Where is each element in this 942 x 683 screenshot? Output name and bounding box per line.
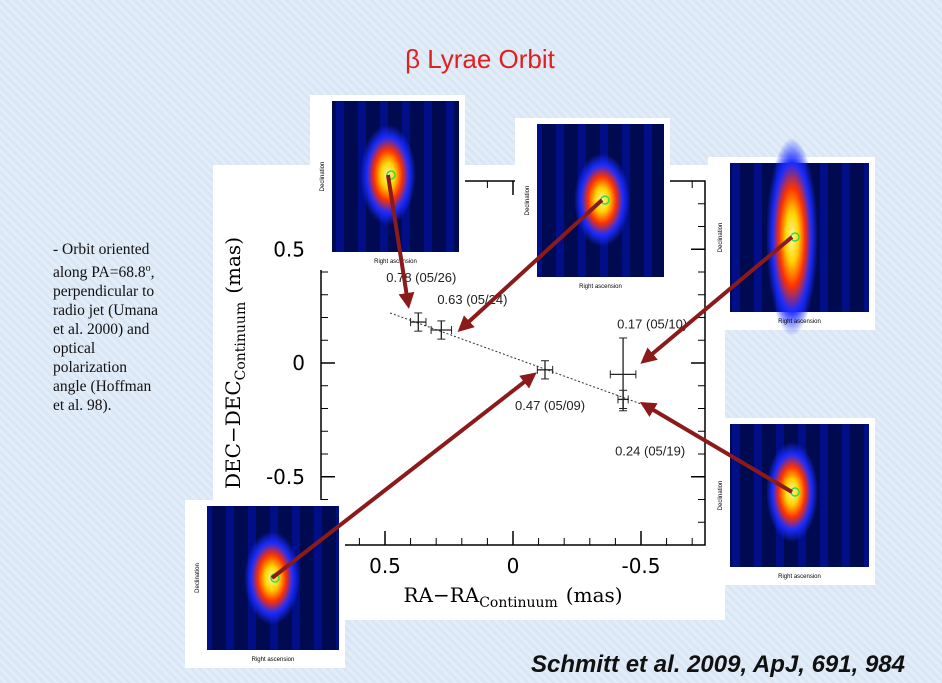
note-line: - Orbit oriented bbox=[53, 240, 158, 259]
inset-xlabel: Right ascension bbox=[778, 319, 821, 325]
ylabel-label-part: DEC−DEC bbox=[221, 380, 245, 489]
note-line: along PA=68.8o, bbox=[53, 259, 158, 282]
note-text: optical bbox=[53, 340, 95, 357]
note-text: - Orbit oriented bbox=[53, 241, 149, 258]
citation: Schmitt et al. 2009, ApJ, 691, 984 bbox=[531, 651, 905, 678]
x-tick-label: -0.5 bbox=[621, 554, 660, 578]
title: β Lyrae Orbit bbox=[405, 44, 556, 74]
note-line: et al. 98). bbox=[53, 396, 158, 415]
x-tick-label: 0.5 bbox=[369, 554, 401, 578]
xlabel-label-part: Continuum bbox=[479, 595, 558, 611]
xlabel-label-part: (mas) bbox=[566, 583, 623, 607]
note-text: along PA=68.8 bbox=[53, 264, 146, 281]
y-tick-label: 0 bbox=[292, 351, 305, 375]
inset-xlabel: Right ascension bbox=[579, 284, 622, 290]
inset-ylabel: Declination bbox=[525, 186, 531, 216]
point-label: 0.17 (05/10) bbox=[617, 316, 687, 331]
inset-ylabel: Declination bbox=[718, 223, 724, 253]
note-line: polarization bbox=[53, 358, 158, 377]
note-text: et al. 2000) and bbox=[53, 321, 149, 338]
y-tick-label: -0.5 bbox=[266, 465, 305, 489]
slide: β Lyrae Orbit Schmitt et al. 2009, ApJ, … bbox=[0, 0, 942, 683]
note-line: angle (Hoffman bbox=[53, 377, 158, 396]
x-tick-label: 0 bbox=[507, 554, 520, 578]
note-line: optical bbox=[53, 339, 158, 358]
inset-ylabel: Declination bbox=[320, 162, 326, 192]
inset-ylabel: Declination bbox=[195, 563, 201, 593]
inset-xlabel: Right ascension bbox=[778, 574, 821, 580]
note-line: perpendicular to bbox=[53, 282, 158, 301]
xlabel-label-part: RA−RA bbox=[403, 583, 479, 607]
inset-ylabel: Declination bbox=[718, 481, 724, 511]
note-text: et al. 98). bbox=[53, 397, 112, 414]
note-line: et al. 2000) and bbox=[53, 320, 158, 339]
inset-xlabel: Right ascension bbox=[252, 657, 295, 663]
note-text: perpendicular to bbox=[53, 283, 154, 300]
point-label: 0.47 (05/09) bbox=[515, 398, 585, 413]
ylabel-label-part: Continuum bbox=[233, 302, 249, 381]
inset-xlabel: Right ascension bbox=[374, 259, 417, 265]
ylabel-label-part: (mas) bbox=[221, 237, 245, 294]
point-label: 0.24 (05/19) bbox=[615, 443, 685, 458]
point-label: 0.78 (05/26) bbox=[386, 270, 456, 285]
note-text: angle (Hoffman bbox=[53, 378, 151, 395]
y-tick-label: 0.5 bbox=[273, 237, 305, 261]
note-line: radio jet (Umana bbox=[53, 301, 158, 320]
note-text: , bbox=[151, 264, 155, 281]
note-text: polarization bbox=[53, 359, 127, 376]
note-text: radio jet (Umana bbox=[53, 302, 158, 319]
